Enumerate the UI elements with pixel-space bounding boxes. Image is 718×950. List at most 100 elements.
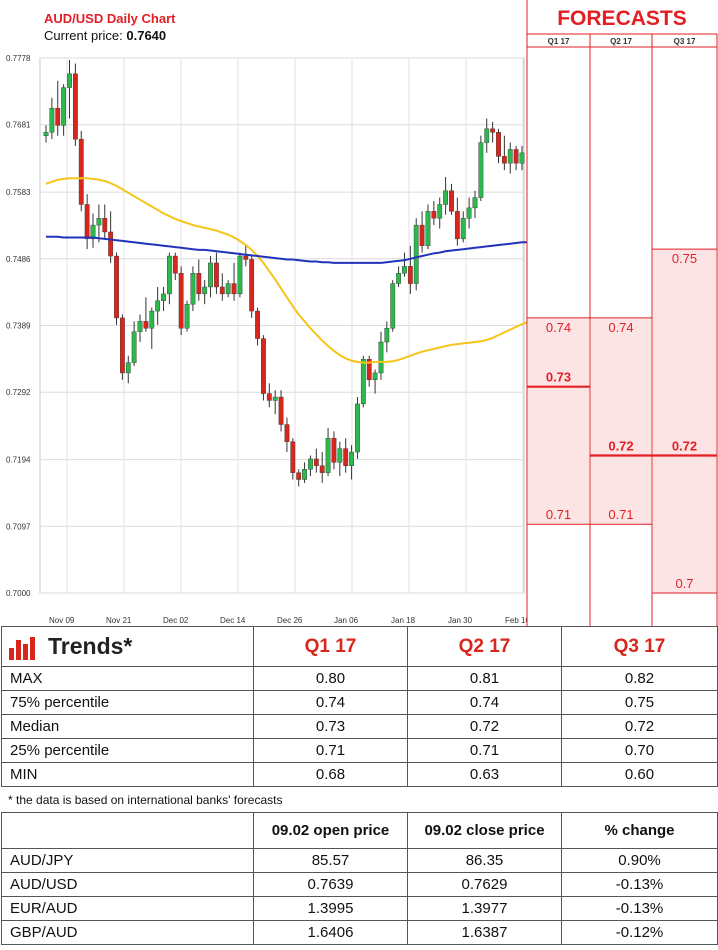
cell-value: 0.72: [561, 714, 718, 739]
candle-body: [501, 156, 507, 164]
cell-value: 0.82: [561, 666, 718, 691]
candle-body: [496, 132, 501, 157]
candle-body: [484, 128, 490, 143]
candle-body: [167, 255, 172, 295]
candle-body: [413, 224, 419, 284]
cell-value: 0.80: [253, 666, 408, 691]
x-tick-label: Dec 26: [277, 616, 303, 625]
candle-body: [255, 310, 260, 339]
candle-body: [84, 204, 90, 240]
candle-body: [460, 218, 466, 240]
candle-body: [272, 396, 278, 401]
table-row: MAX 0.80 0.81 0.82: [1, 666, 718, 691]
row-label: 25% percentile: [1, 738, 254, 763]
ma-slow-line: [46, 235, 528, 264]
candle-body: [343, 448, 349, 466]
candle-body: [390, 283, 396, 329]
candle-body: [155, 300, 161, 312]
candle-body: [384, 328, 390, 343]
candle-body: [190, 273, 196, 305]
candle-body: [360, 358, 366, 405]
y-tick-label: 0.7389: [6, 322, 31, 331]
candle-body: [202, 286, 208, 295]
candle-body: [319, 465, 325, 473]
close-price: 1.3977: [407, 896, 562, 921]
prices-col-change: % change: [561, 812, 718, 849]
forecast-median-label: 0.72: [608, 438, 633, 453]
prices-col-close: 09.02 close price: [407, 812, 562, 849]
forecasts-title: FORECASTS: [557, 7, 687, 30]
pair-label: GBP/AUD: [1, 920, 254, 945]
candle-body: [114, 255, 119, 319]
cell-value: 0.70: [561, 738, 718, 763]
candle-body: [184, 303, 190, 329]
candle-body: [308, 458, 313, 470]
candle-body: [302, 469, 307, 480]
row-label: 75% percentile: [1, 690, 254, 715]
candle-body: [419, 224, 425, 246]
table-row: GBP/AUD 1.6406 1.6387 -0.12%: [1, 920, 718, 945]
candle-body: [366, 358, 372, 381]
candle-body: [161, 293, 166, 301]
trends-header-row: Trends* Q1 17 Q2 17 Q3 17: [1, 626, 718, 667]
footnote: * the data is based on international ban…: [8, 793, 283, 807]
candle-body: [43, 132, 49, 136]
candle-body: [143, 321, 149, 329]
y-tick-label: 0.7097: [6, 522, 31, 531]
trends-col-q2: Q2 17: [407, 626, 562, 667]
table-row: AUD/USD 0.7639 0.7629 -0.13%: [1, 872, 718, 897]
close-price: 1.6387: [407, 920, 562, 945]
candle-body: [67, 73, 72, 88]
forecast-column-label: Q2 17: [610, 37, 632, 46]
candle-body: [349, 451, 354, 466]
prices-col-open: 09.02 open price: [253, 812, 408, 849]
cell-value: 0.81: [407, 666, 562, 691]
y-tick-label: 0.7000: [6, 589, 31, 598]
x-tick-label: Feb 10: [505, 616, 530, 625]
candle-body: [102, 218, 108, 233]
candle-body: [313, 458, 319, 466]
candle-body: [78, 138, 84, 205]
y-tick-label: 0.7681: [6, 121, 31, 130]
candle-body: [337, 448, 343, 463]
forecast-p25-label: 0.71: [546, 507, 571, 522]
current-price-value: 0.7640: [126, 28, 167, 43]
current-price-label: Current price:: [44, 28, 123, 43]
forecast-column-label: Q1 17: [548, 37, 570, 46]
pair-label: AUD/USD: [1, 872, 254, 897]
candle-body: [278, 396, 284, 425]
close-price: 0.7629: [407, 872, 562, 897]
forecast-p75-label: 0.74: [546, 320, 571, 335]
cell-value: 0.68: [253, 762, 408, 787]
cell-value: 0.72: [407, 714, 562, 739]
row-label: Median: [1, 714, 254, 739]
candle-body: [355, 403, 360, 453]
trends-title-cell: Trends*: [1, 626, 254, 667]
open-price: 1.6406: [253, 920, 408, 945]
candle-body: [249, 259, 255, 312]
forecast-column-label: Q3 17: [674, 37, 696, 46]
percent-change: -0.13%: [561, 896, 718, 921]
candle-body: [243, 255, 249, 260]
forecast-median-label: 0.72: [672, 438, 697, 453]
cell-value: 0.74: [253, 690, 408, 715]
x-tick-label: Jan 18: [391, 616, 416, 625]
candle-body: [478, 142, 484, 198]
candle-body: [172, 255, 178, 274]
candle-body: [466, 207, 472, 219]
x-tick-label: Nov 09: [49, 616, 75, 625]
row-label: MAX: [1, 666, 254, 691]
candle-body: [108, 231, 114, 257]
candle-body: [49, 107, 55, 133]
candle-body: [443, 190, 449, 205]
x-tick-label: Dec 14: [220, 616, 246, 625]
candle-body: [119, 317, 125, 374]
cell-value: 0.71: [407, 738, 562, 763]
candle-body: [125, 362, 131, 374]
current-price-line: Current price: 0.7640: [44, 28, 166, 43]
candle-body: [196, 273, 202, 295]
forecast-p25-label: 0.71: [608, 507, 633, 522]
prices-header-row: 09.02 open price 09.02 close price % cha…: [1, 812, 718, 849]
chart-title: AUD/USD Daily Chart: [44, 11, 176, 26]
open-price: 85.57: [253, 848, 408, 873]
